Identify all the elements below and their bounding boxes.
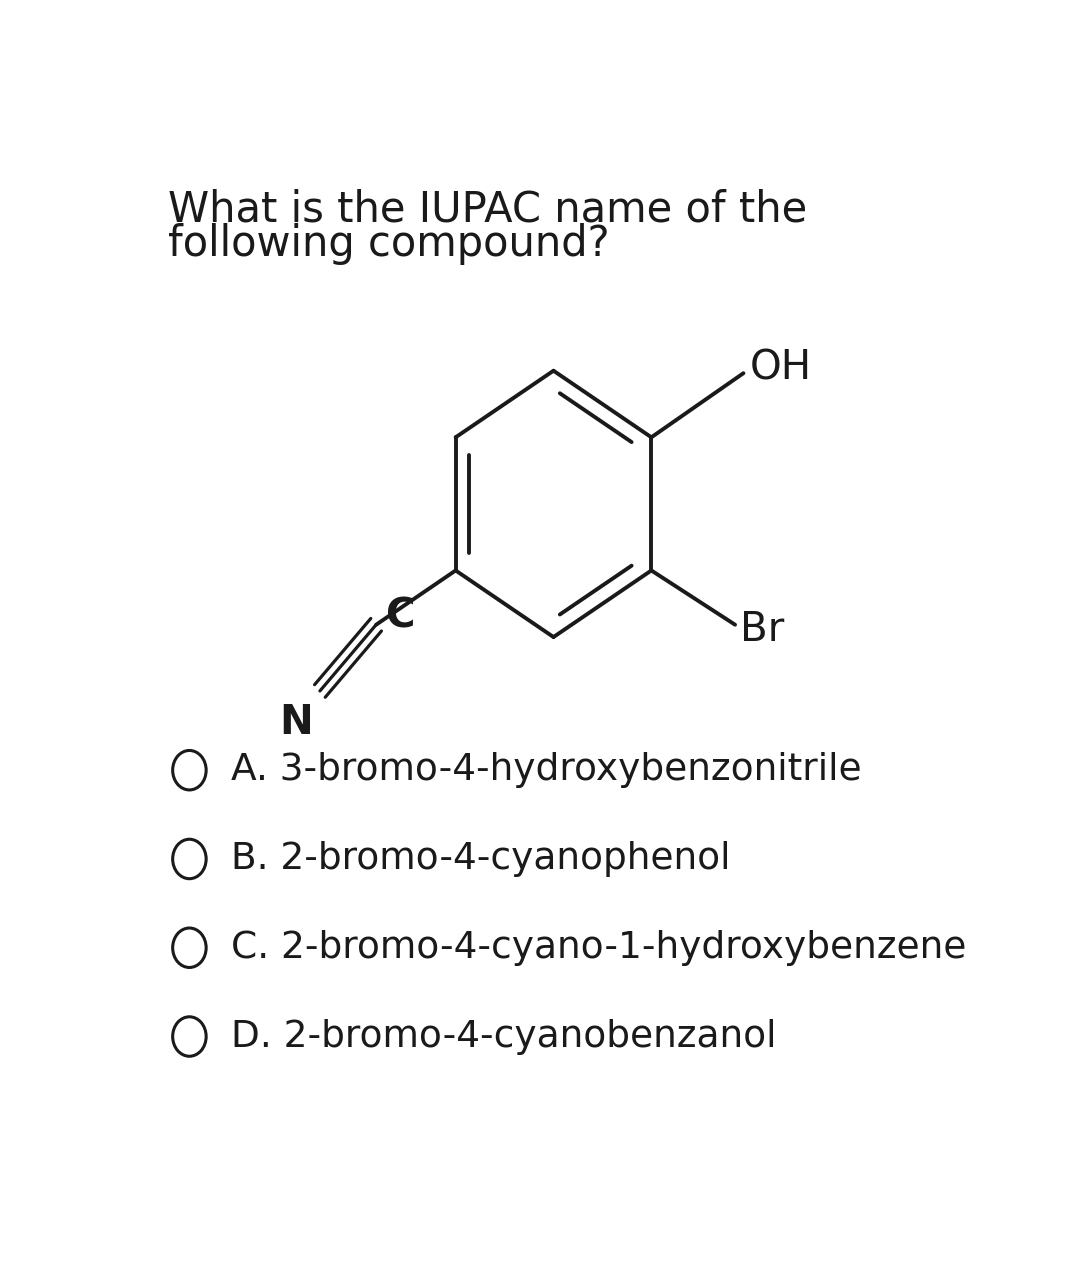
Text: B. 2-bromo-4-cyanophenol: B. 2-bromo-4-cyanophenol — [231, 840, 731, 877]
Text: C. 2-bromo-4-cyano-1-hydroxybenzene: C. 2-bromo-4-cyano-1-hydroxybenzene — [231, 930, 967, 966]
Text: N: N — [280, 703, 313, 743]
Text: What is the IUPAC name of the: What is the IUPAC name of the — [168, 188, 808, 231]
Text: OH: OH — [751, 348, 812, 388]
Text: following compound?: following compound? — [168, 223, 610, 265]
Text: Br: Br — [740, 610, 784, 649]
Text: C: C — [387, 597, 416, 637]
Text: D. 2-bromo-4-cyanobenzanol: D. 2-bromo-4-cyanobenzanol — [231, 1018, 777, 1054]
Text: A. 3-bromo-4-hydroxybenzonitrile: A. 3-bromo-4-hydroxybenzonitrile — [231, 752, 862, 788]
